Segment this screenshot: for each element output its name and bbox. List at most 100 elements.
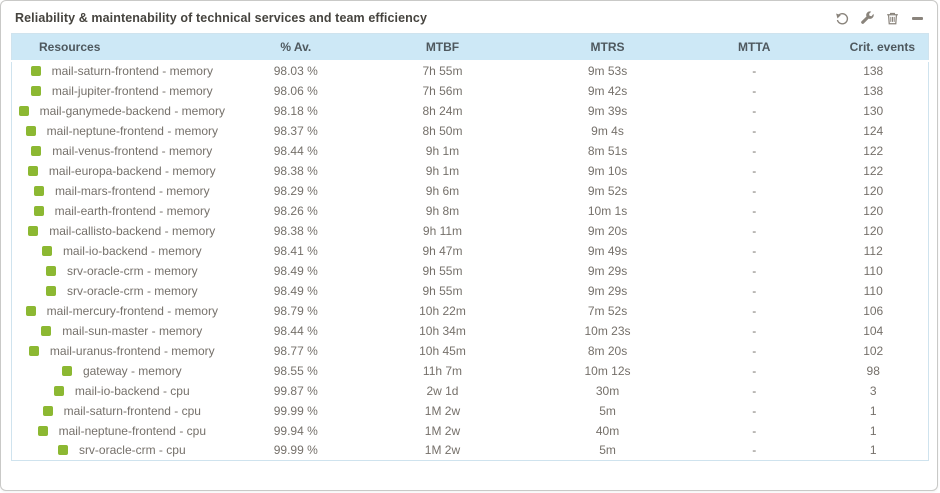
resource-cell: mail-callisto-backend - memory xyxy=(12,221,232,241)
resource-cell: mail-jupiter-frontend - memory xyxy=(12,81,232,101)
table-row[interactable]: mail-jupiter-frontend - memory 98.06 % 7… xyxy=(12,81,929,101)
crit-events-cell: 98 xyxy=(866,363,880,378)
mtta-cell: - xyxy=(752,263,757,278)
mtta-cell: - xyxy=(752,423,757,438)
availability-cell: 98.06 % xyxy=(273,83,318,98)
resource-cell: mail-neptune-frontend - memory xyxy=(12,121,232,141)
availability-cell: 98.77 % xyxy=(273,343,318,358)
mtta-cell: - xyxy=(752,223,757,238)
table-row[interactable]: mail-io-backend - cpu 99.87 % 2w 1d 30m … xyxy=(12,381,929,401)
mtrs-cell: 9m 4s xyxy=(591,123,624,138)
mtta-cell: - xyxy=(752,183,757,198)
status-ok-icon xyxy=(45,265,56,276)
mtrs-cell: 9m 20s xyxy=(587,223,628,238)
mtta-cell: - xyxy=(752,143,757,158)
refresh-button[interactable] xyxy=(834,10,850,26)
column-header-crit-events: Crit. events xyxy=(818,33,929,62)
resource-cell: mail-uranus-frontend - memory xyxy=(12,341,232,361)
resource-cell: mail-sun-master - memory xyxy=(12,321,232,341)
mtrs-cell: 9m 39s xyxy=(587,103,628,118)
table-row[interactable]: mail-earth-frontend - memory 98.26 % 9h … xyxy=(12,201,929,221)
availability-cell: 98.37 % xyxy=(273,123,318,138)
mtrs-cell: 5m xyxy=(599,403,616,418)
table-row[interactable]: srv-oracle-crm - memory 98.49 % 9h 55m 9… xyxy=(12,281,929,301)
mtta-cell: - xyxy=(752,283,757,298)
mtbf-cell: 7h 55m xyxy=(422,64,463,78)
status-ok-icon xyxy=(25,305,36,316)
status-ok-icon xyxy=(41,245,52,256)
resource-cell: mail-io-backend - memory xyxy=(12,241,232,261)
table-body: mail-saturn-frontend - memory 98.03 % 7h… xyxy=(12,61,929,461)
resource-name: mail-uranus-frontend - memory xyxy=(49,343,215,358)
mtrs-cell: 9m 53s xyxy=(587,64,628,78)
table-row[interactable]: mail-neptune-frontend - cpu 99.94 % 1M 2… xyxy=(12,421,929,441)
status-ok-icon xyxy=(27,165,38,176)
resource-name: mail-europa-backend - memory xyxy=(48,163,216,178)
mtrs-cell: 9m 49s xyxy=(587,243,628,258)
table-row[interactable]: gateway - memory 98.55 % 11h 7m 10m 12s … xyxy=(12,361,929,381)
mtta-cell: - xyxy=(752,243,757,258)
table-row[interactable]: mail-venus-frontend - memory 98.44 % 9h … xyxy=(12,141,929,161)
table-row[interactable]: srv-oracle-crm - cpu 99.99 % 1M 2w 5m - … xyxy=(12,441,929,461)
mtbf-cell: 8h 24m xyxy=(422,103,463,118)
collapse-button[interactable] xyxy=(909,10,925,26)
resource-name: mail-io-backend - memory xyxy=(62,243,202,258)
configure-button[interactable] xyxy=(859,10,875,26)
mtrs-cell: 9m 42s xyxy=(587,83,628,98)
column-header-mtrs: MTRS xyxy=(525,33,691,62)
mtbf-cell: 9h 1m xyxy=(425,163,460,178)
mtrs-cell: 9m 52s xyxy=(587,183,628,198)
mtrs-cell: 9m 10s xyxy=(587,163,628,178)
mtbf-cell: 1M 2w xyxy=(424,423,461,438)
resource-name: gateway - memory xyxy=(82,363,182,378)
report-table-container: Resources % Av. MTBF MTRS MTTA Crit. eve… xyxy=(11,33,929,461)
crit-events-cell: 130 xyxy=(863,103,884,118)
table-row[interactable]: mail-mars-frontend - memory 98.29 % 9h 6… xyxy=(12,181,929,201)
mtrs-cell: 7m 52s xyxy=(587,303,628,318)
table-row[interactable]: mail-sun-master - memory 98.44 % 10h 34m… xyxy=(12,321,929,341)
mtbf-cell: 1M 2w xyxy=(424,443,461,458)
table-row[interactable]: mail-europa-backend - memory 98.38 % 9h … xyxy=(12,161,929,181)
crit-events-cell: 138 xyxy=(863,64,884,78)
table-row[interactable]: mail-neptune-frontend - memory 98.37 % 8… xyxy=(12,121,929,141)
mtrs-cell: 5m xyxy=(599,443,616,458)
mtbf-cell: 9h 11m xyxy=(422,223,463,238)
resource-cell: gateway - memory xyxy=(12,361,232,381)
mtbf-cell: 2w 1d xyxy=(426,383,459,398)
table-row[interactable]: mail-mercury-frontend - memory 98.79 % 1… xyxy=(12,301,929,321)
table-row[interactable]: mail-io-backend - memory 98.41 % 9h 47m … xyxy=(12,241,929,261)
mtbf-cell: 9h 8m xyxy=(425,203,460,218)
resource-name: mail-callisto-backend - memory xyxy=(49,223,216,238)
availability-cell: 98.26 % xyxy=(273,203,318,218)
column-header-mtta: MTTA xyxy=(690,33,819,62)
delete-button[interactable] xyxy=(884,10,900,26)
mtrs-cell: 8m 51s xyxy=(587,143,628,158)
crit-events-cell: 104 xyxy=(863,323,884,338)
crit-events-cell: 102 xyxy=(863,343,884,358)
availability-cell: 98.44 % xyxy=(273,323,318,338)
availability-cell: 98.79 % xyxy=(273,303,318,318)
mtta-cell: - xyxy=(752,163,757,178)
resource-name: mail-neptune-frontend - cpu xyxy=(58,423,206,438)
minus-icon xyxy=(911,16,923,20)
mtta-cell: - xyxy=(752,403,757,418)
status-ok-icon xyxy=(61,365,72,376)
table-row[interactable]: mail-uranus-frontend - memory 98.77 % 10… xyxy=(12,341,929,361)
mtta-cell: - xyxy=(752,83,757,98)
table-row[interactable]: mail-saturn-frontend - memory 98.03 % 7h… xyxy=(12,61,929,81)
column-header-availability: % Av. xyxy=(231,33,360,62)
mtbf-cell: 7h 56m xyxy=(422,83,463,98)
mtbf-cell: 9h 1m xyxy=(425,143,460,158)
table-row[interactable]: srv-oracle-crm - memory 98.49 % 9h 55m 9… xyxy=(12,261,929,281)
table-row[interactable]: mail-saturn-frontend - cpu 99.99 % 1M 2w… xyxy=(12,401,929,421)
crit-events-cell: 110 xyxy=(863,283,883,298)
resource-name: mail-earth-frontend - memory xyxy=(54,203,210,218)
table-row[interactable]: mail-callisto-backend - memory 98.38 % 9… xyxy=(12,221,929,241)
table-row[interactable]: mail-ganymede-backend - memory 98.18 % 8… xyxy=(12,101,929,121)
crit-events-cell: 122 xyxy=(863,143,884,158)
status-ok-icon xyxy=(30,85,41,96)
mtbf-cell: 9h 55m xyxy=(422,283,463,298)
resource-cell: mail-io-backend - cpu xyxy=(12,381,232,401)
mtbf-cell: 10h 45m xyxy=(419,343,466,358)
wrench-icon xyxy=(860,10,874,24)
